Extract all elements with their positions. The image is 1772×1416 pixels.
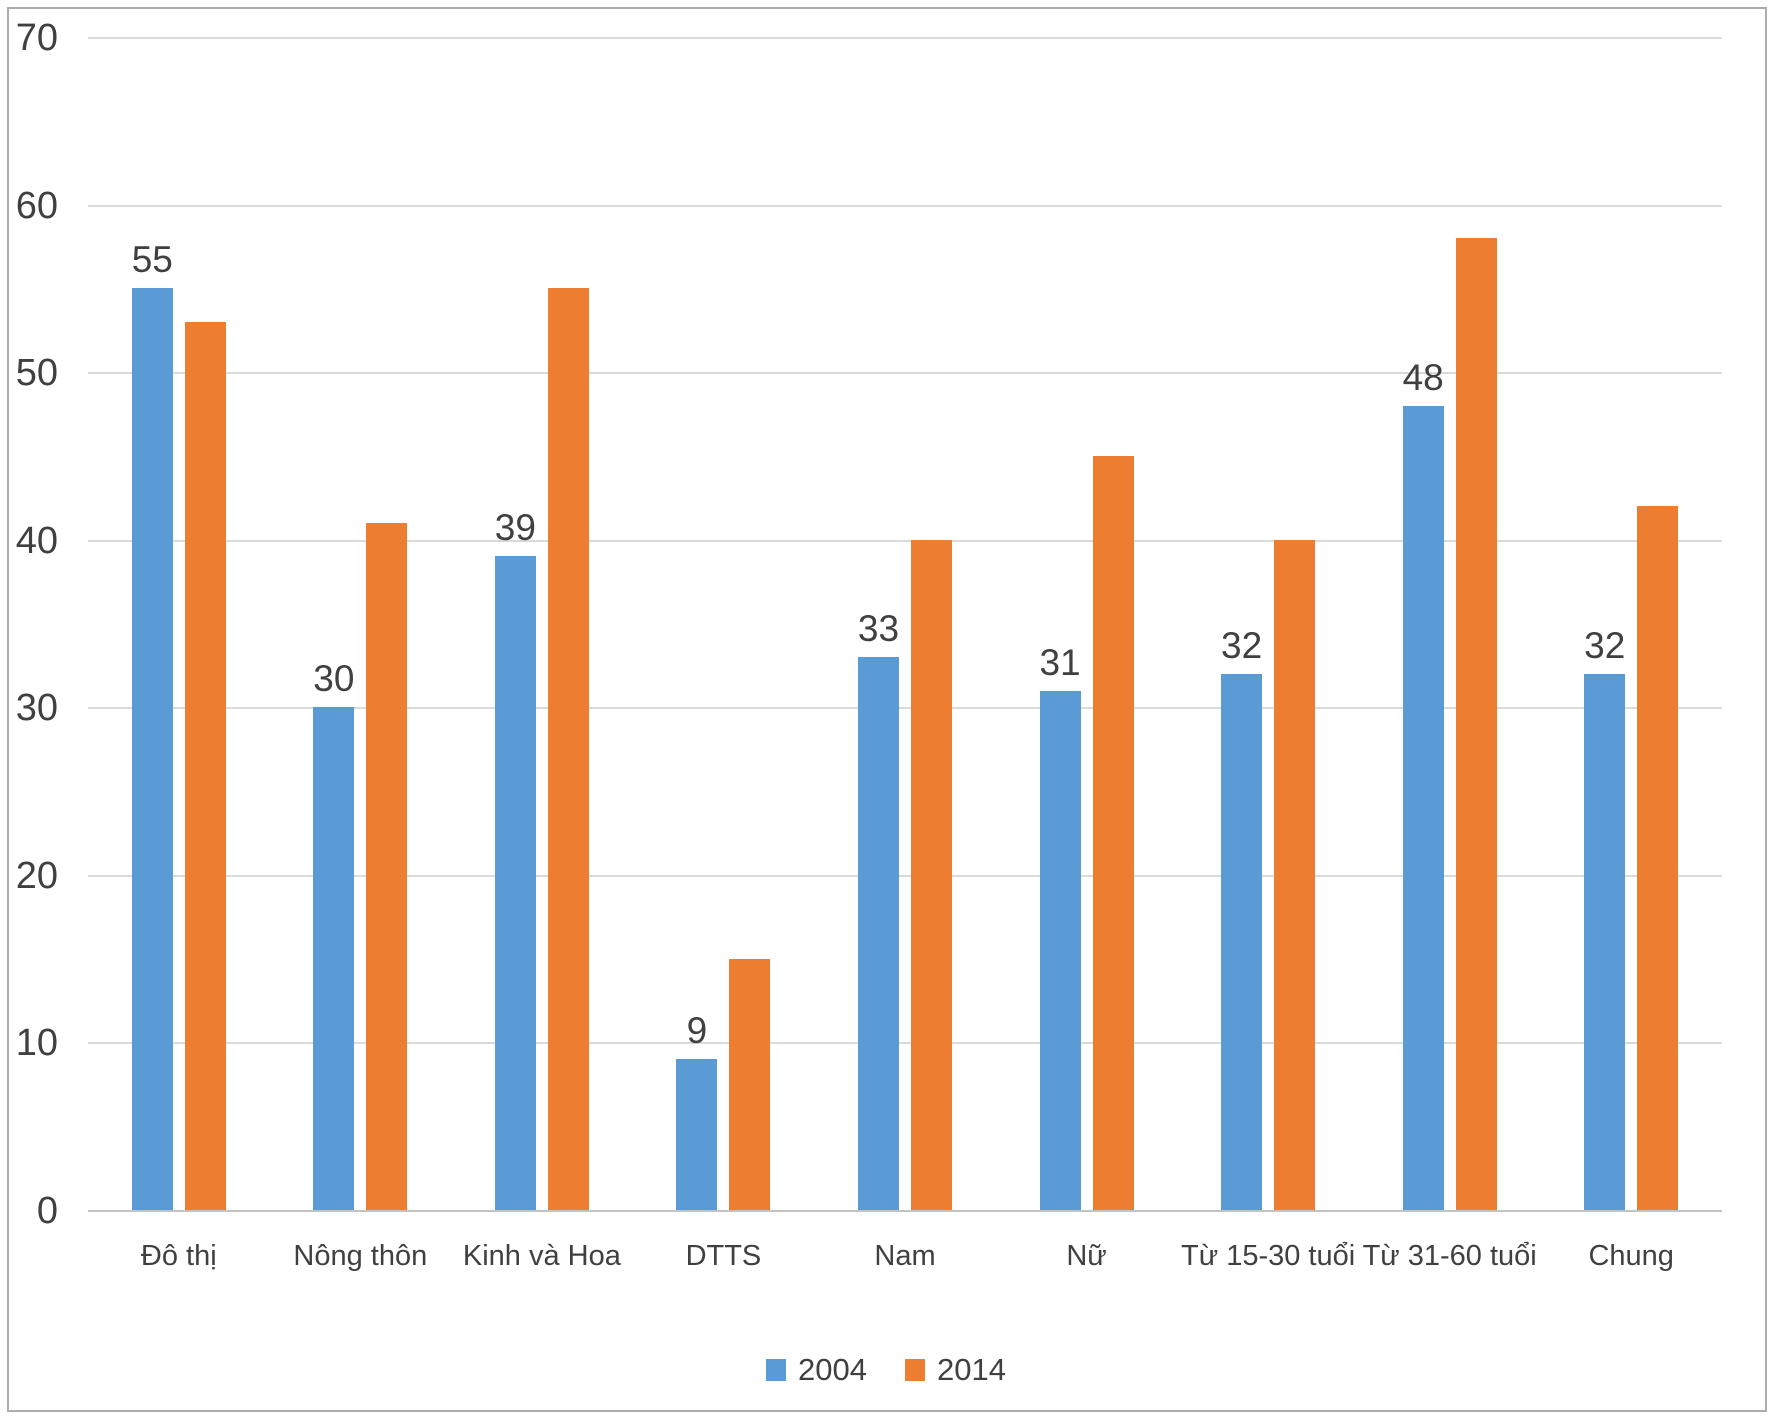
y-axis-tick-label: 0 [36, 1190, 58, 1232]
x-axis-category-label: Đô thị [140, 1240, 217, 1272]
x-axis-category-label: Nữ [1066, 1240, 1107, 1272]
data-label-2004-3: 39 [494, 507, 536, 549]
y-axis-tick-label: 40 [15, 519, 58, 562]
gridline-40 [88, 539, 1722, 542]
x-axis-category-label: Từ 15-30 tuổi [1181, 1240, 1356, 1272]
y-axis-tick-label: 20 [15, 854, 58, 897]
bar-2004-5 [858, 657, 899, 1210]
y-axis-tick-label: 70 [15, 17, 58, 59]
x-axis-category-label: Kinh và Hoa [462, 1240, 621, 1272]
x-axis-category-label: DTTS [685, 1240, 762, 1272]
data-label-2004-6: 31 [1039, 641, 1081, 683]
legend-item-2004: 2004 [766, 1352, 867, 1388]
legend-swatch-2004 [766, 1359, 787, 1381]
gridline-70 [88, 37, 1722, 39]
legend-label: 2004 [798, 1352, 867, 1387]
gridline-50 [88, 372, 1722, 375]
bar-2004-9 [1584, 673, 1626, 1210]
bar-2014-4 [729, 958, 771, 1210]
data-label-2004-2: 30 [313, 658, 355, 700]
bar-2004-6 [1039, 690, 1081, 1210]
gridline-0 [88, 1210, 1722, 1212]
data-label-2004-7: 32 [1221, 624, 1263, 666]
gridline-60 [88, 204, 1722, 207]
x-axis-category-label: Chung [1588, 1240, 1674, 1272]
bar-2014-9 [1637, 506, 1679, 1210]
bar-2014-6 [1092, 455, 1134, 1210]
data-label-2004-9: 32 [1584, 624, 1626, 666]
legend-swatch-2014 [905, 1359, 925, 1381]
bar-2004-1 [131, 288, 173, 1210]
legend: 2004 2014 [0, 1344, 1772, 1396]
gridline-10 [88, 1042, 1722, 1045]
y-axis-tick-label: 30 [15, 687, 58, 730]
gridline-30 [88, 707, 1722, 710]
y-axis-tick-label: 50 [15, 352, 58, 395]
bar-2004-8 [1402, 405, 1444, 1210]
x-axis-category-label: Từ 31-60 tuổi [1362, 1240, 1537, 1272]
gridline-20 [88, 874, 1722, 877]
bar-2004-2 [313, 707, 355, 1210]
legend-item-2014: 2014 [905, 1352, 1006, 1388]
data-label-2004-8: 48 [1402, 356, 1444, 398]
bar-2014-2 [366, 522, 408, 1210]
y-axis-tick-label: 10 [15, 1022, 58, 1065]
bar-2004-7 [1221, 673, 1263, 1210]
bar-2004-4 [676, 1059, 718, 1210]
x-axis-category-label: Nam [874, 1240, 936, 1272]
bar-2014-7 [1274, 539, 1316, 1210]
bar-2014-8 [1455, 238, 1497, 1210]
legend-label: 2014 [937, 1352, 1006, 1387]
data-label-2004-5: 33 [857, 608, 900, 649]
data-label-2004-1: 55 [131, 239, 173, 281]
bar-2014-3 [547, 288, 589, 1210]
x-axis-category-label: Nông thôn [293, 1240, 428, 1272]
bar-2004-3 [494, 556, 536, 1210]
data-label-2004-4: 9 [686, 1010, 708, 1052]
y-axis-tick-label: 60 [15, 184, 58, 227]
bar-2014-5 [911, 539, 952, 1210]
bar-2014-1 [184, 321, 226, 1210]
